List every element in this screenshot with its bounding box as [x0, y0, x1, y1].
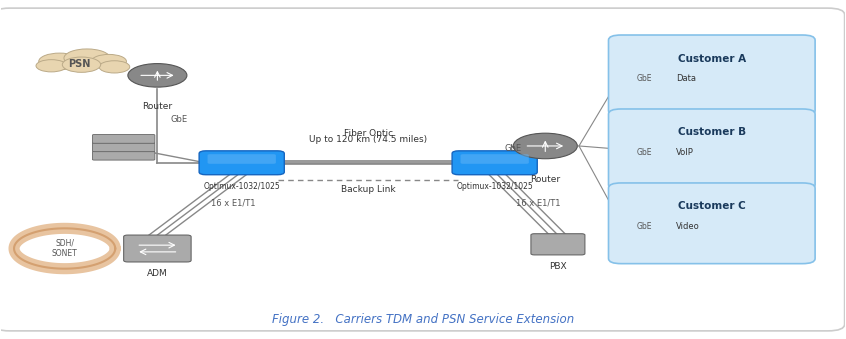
Text: GbE: GbE [636, 148, 651, 157]
FancyBboxPatch shape [531, 234, 585, 255]
Text: Optimux-1032/1025: Optimux-1032/1025 [456, 182, 533, 191]
Text: Backup Link: Backup Link [341, 185, 395, 194]
Circle shape [91, 55, 126, 68]
Circle shape [99, 61, 129, 73]
Circle shape [514, 133, 577, 159]
FancyBboxPatch shape [199, 151, 284, 175]
Circle shape [63, 57, 101, 72]
Text: 16 x E1/T1: 16 x E1/T1 [516, 199, 560, 208]
Text: PSN: PSN [68, 59, 91, 68]
Text: 16 x E1/T1: 16 x E1/T1 [211, 199, 255, 208]
Text: Data: Data [676, 74, 696, 83]
Text: GbE: GbE [636, 222, 651, 231]
Text: Figure 2.   Carriers TDM and PSN Service Extension: Figure 2. Carriers TDM and PSN Service E… [272, 313, 574, 326]
Circle shape [36, 60, 67, 72]
Text: Video: Video [676, 222, 700, 231]
Text: Fiber Optic: Fiber Optic [343, 128, 393, 138]
Text: Customer A: Customer A [678, 54, 746, 63]
Text: VoIP: VoIP [676, 148, 694, 157]
FancyBboxPatch shape [608, 183, 815, 264]
FancyBboxPatch shape [207, 154, 276, 164]
FancyBboxPatch shape [608, 35, 815, 116]
FancyBboxPatch shape [608, 109, 815, 190]
FancyBboxPatch shape [460, 154, 529, 164]
Text: Customer C: Customer C [678, 201, 745, 212]
FancyBboxPatch shape [92, 143, 155, 152]
Text: ADM: ADM [147, 269, 168, 278]
FancyBboxPatch shape [92, 135, 155, 143]
Text: SDH/
SONET: SDH/ SONET [52, 239, 78, 258]
FancyBboxPatch shape [92, 151, 155, 160]
Text: GbE: GbE [636, 74, 651, 83]
FancyBboxPatch shape [452, 151, 537, 175]
Circle shape [39, 53, 80, 70]
Text: Router: Router [142, 102, 173, 111]
Text: Optimux-1032/1025: Optimux-1032/1025 [203, 182, 280, 191]
FancyBboxPatch shape [0, 8, 844, 331]
Text: Customer B: Customer B [678, 127, 746, 138]
Text: PBX: PBX [549, 262, 567, 271]
Text: Up to 120 km (74.5 miles): Up to 120 km (74.5 miles) [309, 135, 427, 144]
Text: GbE: GbE [504, 144, 521, 153]
FancyBboxPatch shape [124, 235, 191, 262]
Text: GbE: GbE [170, 115, 187, 124]
Circle shape [64, 49, 110, 67]
Text: Router: Router [530, 175, 560, 183]
Circle shape [128, 64, 187, 87]
